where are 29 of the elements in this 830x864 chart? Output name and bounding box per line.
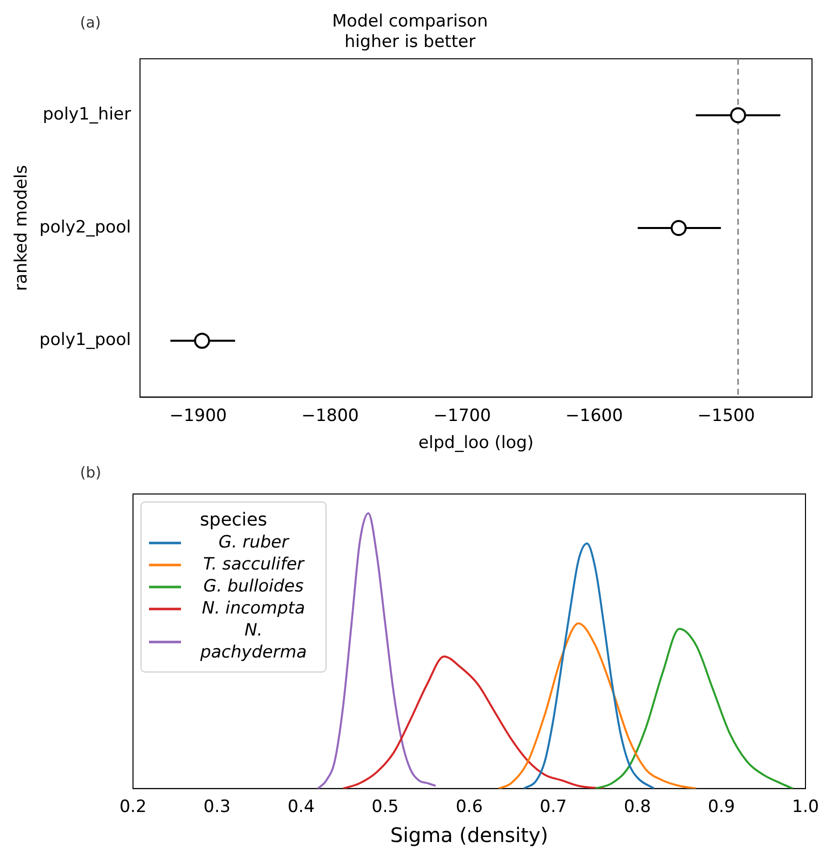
x-tick-label: −1900 xyxy=(169,406,227,426)
x-tick-label: −1700 xyxy=(433,406,491,426)
x-tick-label: 0.6 xyxy=(456,797,483,818)
text: (b) xyxy=(80,463,102,482)
legend-label: N. incompta xyxy=(202,598,306,618)
x-tick-label: −1800 xyxy=(301,406,359,426)
x-tick-label: 0.2 xyxy=(119,797,147,818)
x-tick-label: 1.0 xyxy=(792,797,820,818)
x-tick-label: 0.4 xyxy=(288,797,315,818)
x-tick-label: 0.3 xyxy=(204,797,231,818)
x-tick-label: 0.7 xyxy=(540,797,567,818)
text: N. pachyderma xyxy=(199,620,307,662)
x-tick-label: 0.8 xyxy=(624,797,651,818)
text: (a) xyxy=(80,13,101,32)
chart-title: Model comparison higher is better xyxy=(332,12,488,52)
x-axis-title: elpd_loo (log) xyxy=(418,433,534,454)
x-tick-label: −1500 xyxy=(697,406,755,426)
legend-label: G. ruber xyxy=(218,532,290,552)
y-tick-label: poly1_hier xyxy=(42,104,132,125)
x-tick-label: 0.9 xyxy=(708,797,735,818)
legend-label: G. bulloides xyxy=(203,576,304,596)
x-tick-label: 0.5 xyxy=(372,797,399,818)
y-tick-label: poly1_pool xyxy=(39,330,132,350)
y-tick-label: poly2_pool xyxy=(39,217,132,238)
legend-label: T. sacculifer xyxy=(203,554,305,574)
x-tick-label: −1600 xyxy=(565,406,623,426)
legend-title: species xyxy=(200,510,268,531)
y-axis-title: ranked models xyxy=(12,164,32,291)
x-axis-title: Sigma (density) xyxy=(390,823,548,848)
